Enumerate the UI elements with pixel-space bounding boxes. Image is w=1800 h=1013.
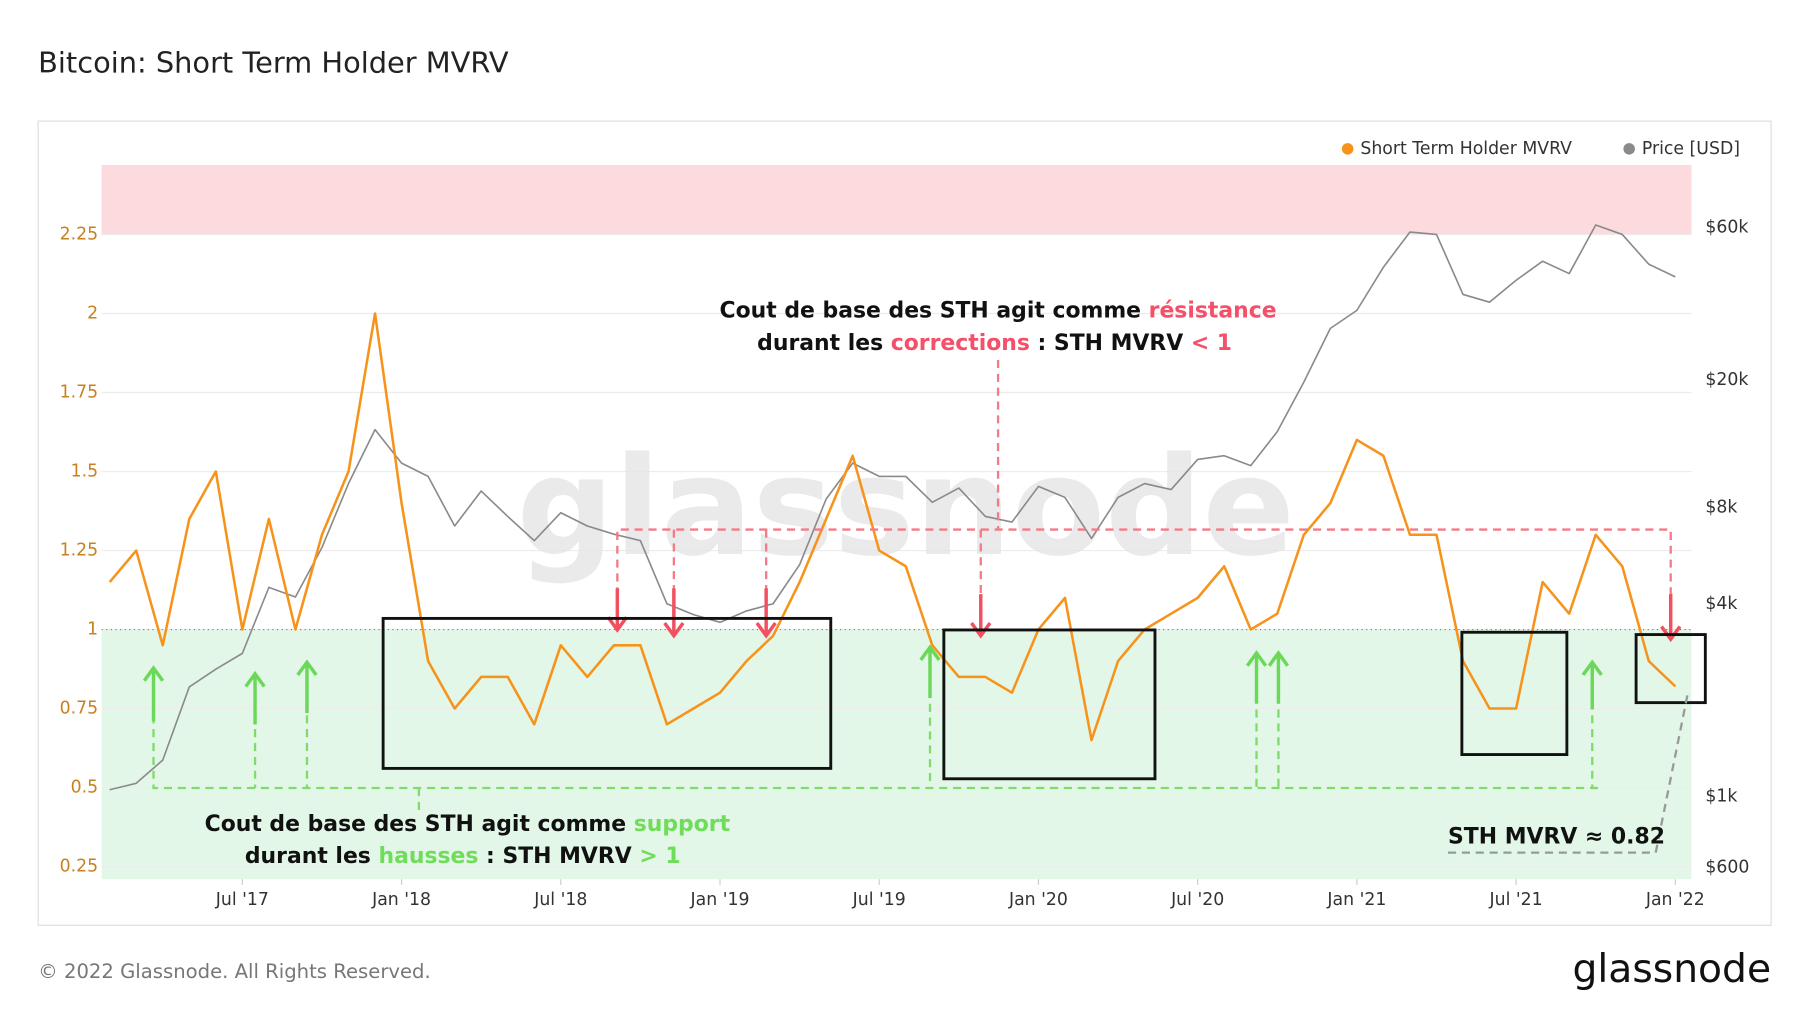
legend-marker [1341, 143, 1354, 155]
watermark: glassnode [517, 429, 1295, 587]
note-highlight: < 1 [1191, 331, 1232, 356]
y-tick-label: 1 [87, 620, 98, 640]
x-tick-label: Jul '21 [1489, 890, 1543, 910]
zone-band [101, 629, 1692, 880]
support-line [152, 715, 1604, 790]
resistance-line [616, 528, 1672, 629]
note-highlight: résistance [1149, 299, 1277, 324]
note-text: : STH MVRV [478, 844, 639, 869]
y-tick-label: 1.5 [71, 462, 99, 482]
note-text: Cout de base des STH agit comme [205, 812, 634, 837]
highlight-boxes [381, 616, 1707, 781]
y2-tick-label: $600 [1705, 858, 1749, 878]
green-arrow [1581, 659, 1603, 710]
note-text: durant les [757, 331, 891, 356]
y2-tick-label: $1k [1705, 787, 1737, 807]
red-arrow [606, 588, 628, 633]
current-pointer [1448, 692, 1690, 854]
green-arrow [244, 670, 266, 725]
highlight-box [942, 628, 1157, 781]
legend-label: Short Term Holder MVRV [1360, 139, 1572, 159]
green-arrow [1267, 650, 1290, 704]
x-tick-label: Jan '18 [371, 890, 431, 910]
y-tick-label: 2.25 [60, 225, 99, 245]
background-layer [101, 164, 1692, 885]
legend-label: Price [USD] [1642, 139, 1740, 159]
x-tick-label: Jan '19 [690, 890, 750, 910]
red-arrow [970, 594, 992, 639]
resistance-note: Cout de base des STH agit comme résistan… [720, 299, 1277, 324]
y2-tick-label: $20k [1705, 370, 1748, 390]
x-tick-label: Jan '22 [1645, 890, 1705, 910]
y-tick-label: 0.5 [71, 778, 99, 798]
legend: Short Term Holder MVRV Price [USD] [1341, 139, 1740, 159]
highlight-box [381, 616, 833, 770]
zone-band [101, 164, 1692, 235]
green-arrow [142, 665, 165, 722]
x-tick-label: Jul '17 [215, 890, 269, 910]
support-guides [152, 703, 1604, 814]
y2-tick-label: $60k [1705, 217, 1748, 237]
x-tick-label: Jul '19 [852, 890, 906, 910]
y-tick-label: 0.25 [60, 857, 99, 877]
red-arrow [663, 588, 685, 639]
series-line [109, 224, 1676, 791]
note-text: Cout de base des STH agit comme [720, 299, 1149, 324]
y-tick-label: 1.75 [60, 383, 99, 403]
note-highlight: > 1 [639, 844, 680, 869]
series-line [108, 312, 1677, 742]
chart-title: Bitcoin: Short Term Holder MVRV [38, 46, 509, 80]
x-tick-label: Jul '18 [533, 890, 587, 910]
y-tick-label: 1.25 [60, 541, 99, 561]
red-arrow [1660, 594, 1682, 643]
highlight-box [1634, 633, 1707, 705]
plot-layer [108, 224, 1677, 791]
brand-logo: glassnode [1573, 947, 1772, 992]
note-highlight: hausses [378, 844, 478, 869]
copyright: © 2022 Glassnode. All Rights Reserved. [38, 960, 431, 983]
note-highlight: support [634, 812, 730, 837]
highlight-box [1460, 630, 1569, 757]
green-arrows [142, 644, 1603, 725]
note-text: : STH MVRV [1030, 331, 1191, 356]
x-tick-label: Jan '21 [1326, 890, 1386, 910]
support-note: Cout de base des STH agit comme support [205, 812, 730, 837]
note-highlight: corrections [891, 331, 1030, 356]
y-tick-label: 0.75 [60, 699, 99, 719]
note-text: durant les [245, 844, 379, 869]
y2-tick-label: $8k [1705, 497, 1737, 517]
legend-marker [1623, 143, 1635, 155]
current-note: STH MVRV ≈ 0.82 [1448, 825, 1665, 850]
green-arrow [919, 644, 941, 699]
green-arrow [1245, 650, 1268, 704]
annotation-layer [142, 359, 1707, 854]
green-arrow [296, 659, 318, 714]
x-tick-label: Jan '20 [1008, 890, 1068, 910]
resistance-note: durant les corrections : STH MVRV < 1 [757, 331, 1232, 356]
x-tick-label: Jul '20 [1170, 890, 1224, 910]
y-tick-label: 2 [87, 304, 98, 324]
support-note: durant les hausses : STH MVRV > 1 [245, 844, 681, 869]
red-arrows [606, 588, 1682, 643]
y2-tick-label: $4k [1705, 594, 1737, 614]
red-arrow [755, 588, 777, 639]
resistance-guides [616, 359, 1672, 629]
chart-frame [37, 120, 1772, 926]
